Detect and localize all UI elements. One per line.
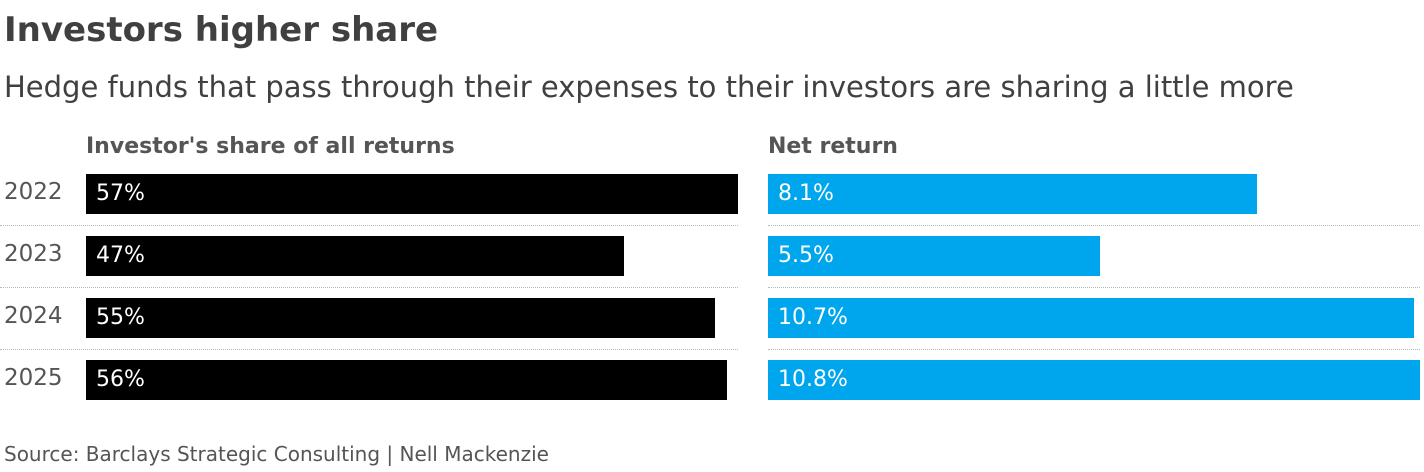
chart-title: Investors higher share <box>4 10 439 50</box>
share-bar-2025 <box>86 360 727 400</box>
return-bar-2025 <box>768 360 1420 400</box>
share-bar-2024 <box>86 298 715 338</box>
share-value-label-2023: 47% <box>96 243 145 268</box>
return-bar-2023 <box>768 236 1100 276</box>
return-value-label-2023: 5.5% <box>778 243 834 268</box>
category-label-2022: 2022 <box>4 179 63 205</box>
source-note: Source: Barclays Strategic Consulting | … <box>4 442 549 466</box>
panel-header-net-return: Net return <box>768 134 898 159</box>
row-separator <box>768 349 1420 350</box>
share-value-label-2022: 57% <box>96 181 145 206</box>
row-separator <box>0 349 738 350</box>
share-bar-2022 <box>86 174 738 214</box>
return-value-label-2022: 8.1% <box>778 181 834 206</box>
row-separator <box>0 225 738 226</box>
share-value-label-2024: 55% <box>96 305 145 330</box>
return-bar-2024 <box>768 298 1414 338</box>
row-separator <box>768 225 1420 226</box>
chart-subtitle: Hedge funds that pass through their expe… <box>4 70 1294 104</box>
category-label-2025: 2025 <box>4 365 63 391</box>
category-label-2024: 2024 <box>4 303 63 329</box>
row-separator <box>768 287 1420 288</box>
share-bar-2023 <box>86 236 624 276</box>
return-bar-2022 <box>768 174 1257 214</box>
share-value-label-2025: 56% <box>96 367 145 392</box>
category-label-2023: 2023 <box>4 241 63 267</box>
panel-header-investor-share: Investor's share of all returns <box>86 134 455 159</box>
return-value-label-2025: 10.8% <box>778 367 848 392</box>
return-value-label-2024: 10.7% <box>778 305 848 330</box>
row-separator <box>0 287 738 288</box>
